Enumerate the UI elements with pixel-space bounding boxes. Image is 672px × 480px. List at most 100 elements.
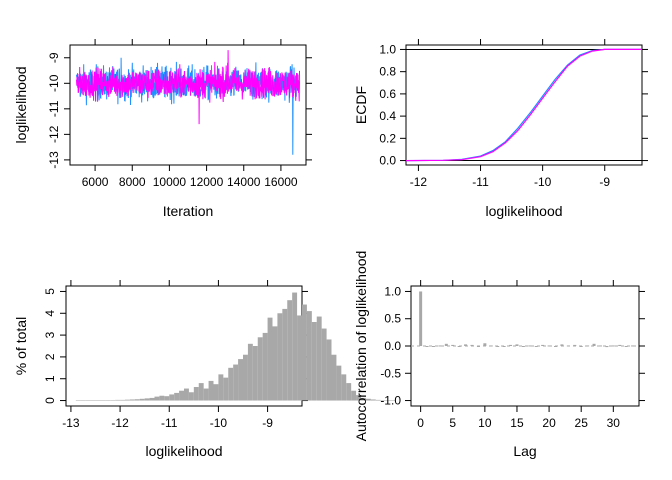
- x-tick-label: 30: [607, 416, 621, 430]
- y-tick-label: -9: [47, 52, 61, 63]
- y-tick-label: -10: [47, 74, 61, 92]
- acf-bar: [579, 346, 583, 347]
- acf-bar: [489, 345, 493, 347]
- histogram-bar: [233, 364, 239, 401]
- acf-bar: [438, 345, 442, 347]
- y-tick-label: -0.5: [380, 366, 401, 380]
- histogram-bar: [370, 399, 376, 401]
- histogram-bar: [95, 400, 101, 401]
- x-tick-label: 20: [542, 416, 556, 430]
- x-tick-label: -13: [62, 416, 80, 430]
- acf-bar: [457, 346, 461, 347]
- acf-bar: [425, 346, 429, 347]
- histogram-bar: [184, 388, 189, 401]
- histogram-bar: [341, 374, 347, 401]
- acf-bar: [496, 346, 500, 347]
- y-tick-label: 0.0: [384, 339, 401, 353]
- x-tick-label: 12000: [190, 175, 224, 189]
- histogram-bar: [203, 388, 209, 401]
- acf-bar: [534, 346, 538, 347]
- acf-bar: [554, 346, 558, 347]
- histogram-bar: [238, 359, 243, 401]
- autocorrelation-panel: 0 5 10 15 20 25 30 -1.0 -0.5 0.0 0.5 1.0 Lag Autocorr…: [353, 251, 645, 459]
- acf-bar: [560, 344, 564, 346]
- histogram-bar: [385, 400, 391, 401]
- histogram-bar: [356, 395, 361, 401]
- histogram-bar: [243, 354, 248, 401]
- histogram-bar: [149, 397, 155, 401]
- histogram-bar: [169, 394, 175, 401]
- y-tick-label: 0.6: [379, 87, 396, 101]
- trace-series-1: [76, 50, 300, 125]
- x-tick-label: 8000: [119, 175, 146, 189]
- y-tick-label: 0.4: [379, 109, 396, 123]
- histogram-bar: [228, 367, 234, 401]
- y-tick-label: 1.0: [379, 42, 396, 56]
- histogram-bar: [277, 313, 283, 401]
- histogram-bar: [80, 400, 86, 401]
- histogram-bar: [213, 384, 219, 401]
- histogram-bar: [159, 395, 165, 401]
- y-tick-label: -12: [47, 125, 61, 143]
- x-tick-label: 14000: [227, 175, 261, 189]
- x-tick-label: 5: [449, 416, 456, 430]
- acf-bar: [476, 346, 480, 347]
- histogram-bar: [164, 396, 170, 401]
- histogram-bar: [223, 377, 229, 401]
- acf-bar: [598, 345, 602, 347]
- acf-bar: [547, 345, 551, 347]
- acf-bar: [528, 345, 532, 347]
- histogram-bar: [125, 399, 130, 401]
- y-tick-label: -1.0: [380, 394, 401, 408]
- ecdf-series-1: [405, 48, 642, 162]
- x-tick-label: -10: [534, 175, 552, 189]
- acf-bar: [541, 344, 545, 346]
- x-tick-label: 10: [478, 416, 492, 430]
- y-tick-label: 1: [43, 375, 57, 382]
- histogram-bar: [129, 399, 135, 401]
- acf-bar: [451, 344, 455, 346]
- histogram-bar: [154, 396, 160, 401]
- x-axis-label: loglikelihood: [145, 443, 222, 459]
- y-axis-label: loglikelihood: [13, 66, 29, 143]
- histogram-bar: [331, 354, 337, 401]
- acf-bar: [444, 343, 448, 346]
- acf-bar: [618, 344, 622, 346]
- histogram-bar: [302, 304, 307, 401]
- x-tick-label: -11: [472, 175, 489, 189]
- acf-bar: [605, 346, 609, 348]
- acf-bar: [483, 343, 487, 346]
- x-tick-label: -9: [599, 175, 610, 189]
- x-tick-label: 16000: [264, 175, 298, 189]
- histogram-bar: [316, 316, 322, 401]
- acf-bar: [509, 344, 513, 346]
- ecdf-series-0: [405, 48, 642, 162]
- histogram-bar: [110, 400, 116, 401]
- histogram-bar: [257, 337, 263, 401]
- x-tick-label: -10: [210, 416, 228, 430]
- histogram-bar: [336, 365, 342, 401]
- y-tick-label: 1.0: [384, 284, 401, 298]
- histogram-bar: [188, 392, 194, 401]
- histogram-bar: [174, 392, 180, 401]
- histogram-bar: [361, 397, 366, 401]
- y-tick-label: 2: [43, 353, 57, 360]
- y-tick-label: 0.2: [379, 131, 396, 145]
- acf-bar: [624, 346, 628, 347]
- histogram-bar: [390, 400, 396, 401]
- histogram-bar: [198, 383, 204, 401]
- histogram-bar: [105, 400, 111, 401]
- histogram-bar: [365, 398, 371, 401]
- histogram-bar: [292, 292, 298, 401]
- x-tick-label: 15: [510, 416, 524, 430]
- histogram-bar: [351, 390, 357, 401]
- acf-bar: [419, 291, 423, 346]
- histogram-bar: [193, 387, 199, 401]
- histogram-bar: [326, 339, 332, 401]
- histogram-bar: [380, 400, 386, 401]
- x-tick-label: -12: [111, 416, 129, 430]
- histogram-bar: [85, 400, 91, 401]
- y-axis-label: Autocorrelation of loglikelihood: [353, 251, 369, 442]
- histogram-bar: [346, 383, 352, 401]
